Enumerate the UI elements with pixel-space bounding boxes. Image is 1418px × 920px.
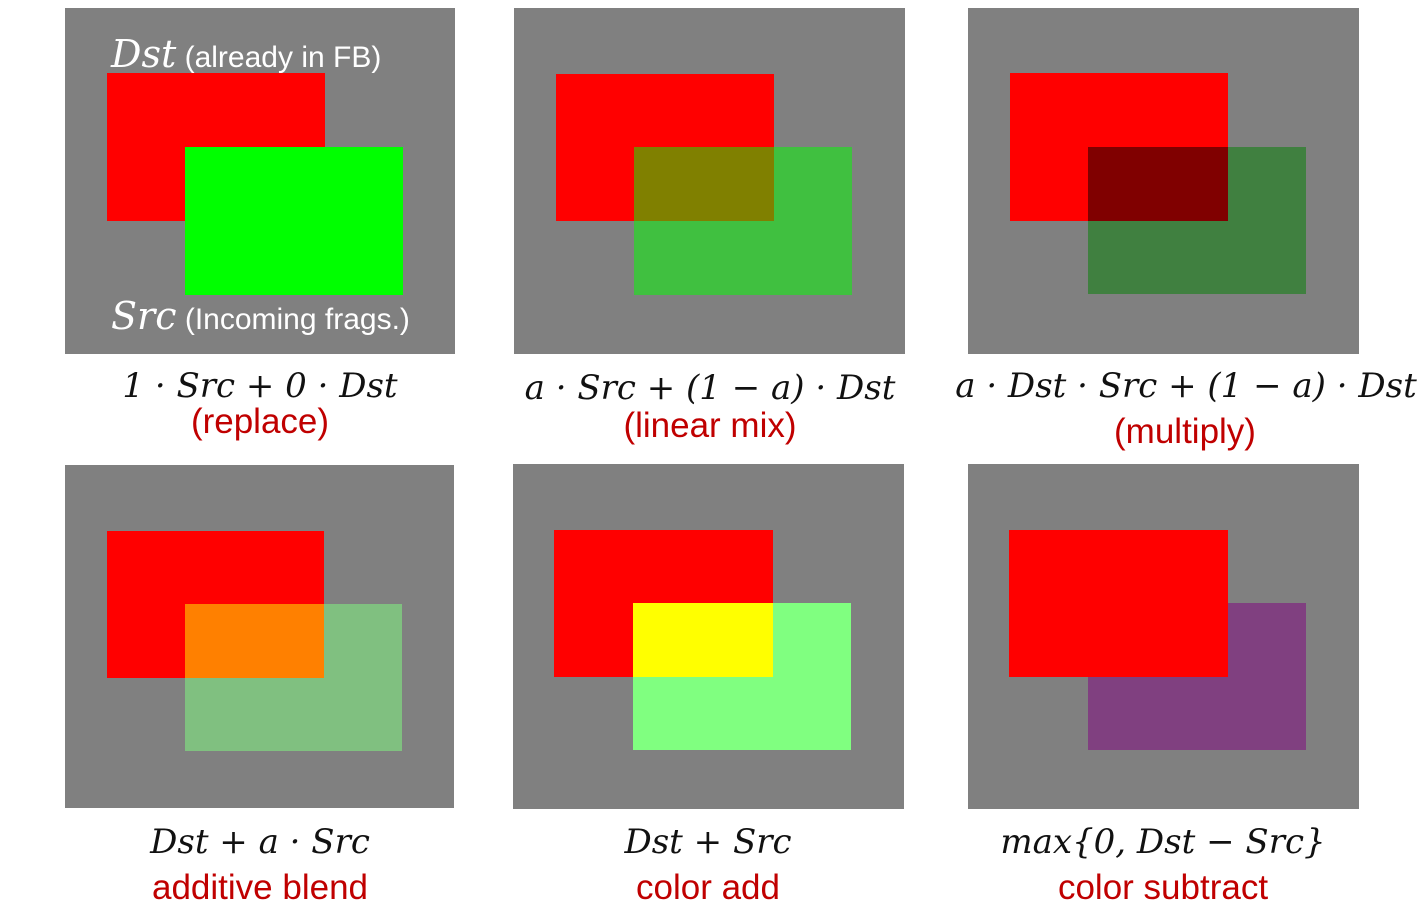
src-note: (Incoming frags.) [184, 303, 410, 336]
overlap-rect [185, 604, 324, 678]
formula-color-add: Dst + Src [624, 822, 792, 862]
blend-panel-color-subtract [968, 464, 1359, 809]
caption-replace: (replace) [190, 402, 330, 441]
blend-panel-replace: Dst (already in FB) Src (Incoming frags.… [65, 8, 455, 354]
src-label: Src (Incoming frags.) [111, 294, 410, 338]
blend-panel-color-add [513, 464, 904, 809]
dst-rect [1009, 530, 1228, 677]
src-symbol: Src [111, 294, 177, 338]
caption-color-subtract: color subtract [1057, 868, 1269, 907]
dst-label: Dst (already in FB) [111, 32, 381, 76]
blend-panel-linear-mix [514, 8, 905, 354]
caption-color-add: color add [636, 868, 780, 907]
formula-additive-blend: Dst + a · Src [150, 822, 370, 862]
formula-color-subtract: max{0, Dst − Src} [1000, 822, 1326, 862]
formula-linear-mix: a · Src + (1 − a) · Dst [524, 368, 896, 408]
caption-additive-blend: additive blend [152, 868, 368, 907]
formula-multiply: a · Dst · Src + (1 − a) · Dst [955, 366, 1417, 406]
caption-multiply: (multiply) [1114, 412, 1256, 451]
blend-panel-multiply [968, 8, 1359, 354]
dst-symbol: Dst [111, 32, 177, 76]
overlap-rect [1088, 147, 1228, 221]
dst-note: (already in FB) [184, 41, 382, 74]
formula-replace: 1 · Src + 0 · Dst [122, 366, 398, 406]
caption-linear-mix: (linear mix) [623, 406, 797, 445]
overlap-rect [633, 603, 773, 677]
blend-panel-additive-blend [65, 465, 454, 808]
overlap-rect [185, 147, 325, 221]
overlap-rect [634, 147, 774, 221]
